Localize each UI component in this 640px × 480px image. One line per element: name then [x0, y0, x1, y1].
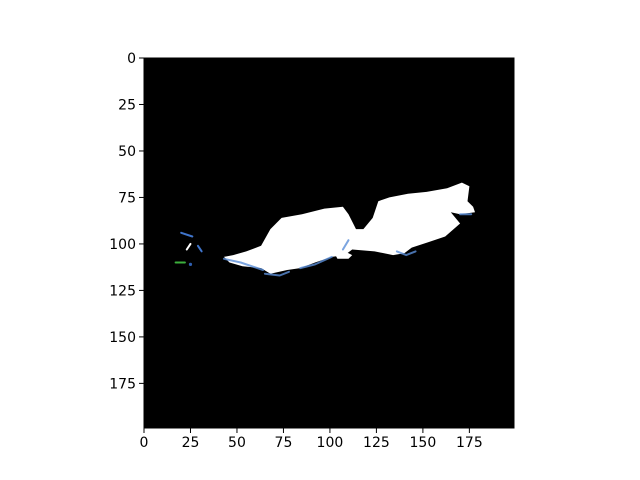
- y-tick-label-2: 25: [118, 97, 136, 113]
- x-tick-label-1: 0: [140, 435, 149, 451]
- left-artifact-5: [185, 242, 192, 251]
- y-tick-label-4: 75: [118, 190, 136, 206]
- blue-edge-4: [341, 239, 350, 251]
- y-tick-label-5: 100: [109, 237, 136, 253]
- x-tick-label-7: 150: [410, 435, 437, 451]
- y-tick-label-7: 150: [109, 330, 136, 346]
- blue-edge-1: [222, 257, 264, 271]
- y-tick-label-8: 175: [109, 376, 136, 392]
- blue-edge-3: [299, 255, 333, 270]
- plot-area: [143, 57, 515, 429]
- x-tick-label-3: 50: [228, 435, 246, 451]
- blue-edge-2: [263, 270, 290, 277]
- y-tick-label-6: 125: [109, 283, 136, 299]
- left-artifact-3: [188, 262, 193, 266]
- x-tick-label-2: 25: [182, 435, 200, 451]
- x-tick-label-6: 125: [363, 435, 390, 451]
- left-artifact-2: [196, 244, 203, 253]
- x-tick-label-5: 100: [317, 435, 344, 451]
- x-tick-label-4: 75: [275, 435, 293, 451]
- bright-region: [223, 182, 475, 274]
- left-artifact-1: [180, 231, 194, 238]
- y-tick-label-1: 0: [127, 51, 136, 67]
- bright-region-blob: [335, 251, 353, 259]
- plot-frame: [143, 57, 515, 429]
- blue-edge-5: [395, 250, 417, 257]
- y-tick-label-3: 50: [118, 144, 136, 160]
- x-tick-label-8: 175: [456, 435, 483, 451]
